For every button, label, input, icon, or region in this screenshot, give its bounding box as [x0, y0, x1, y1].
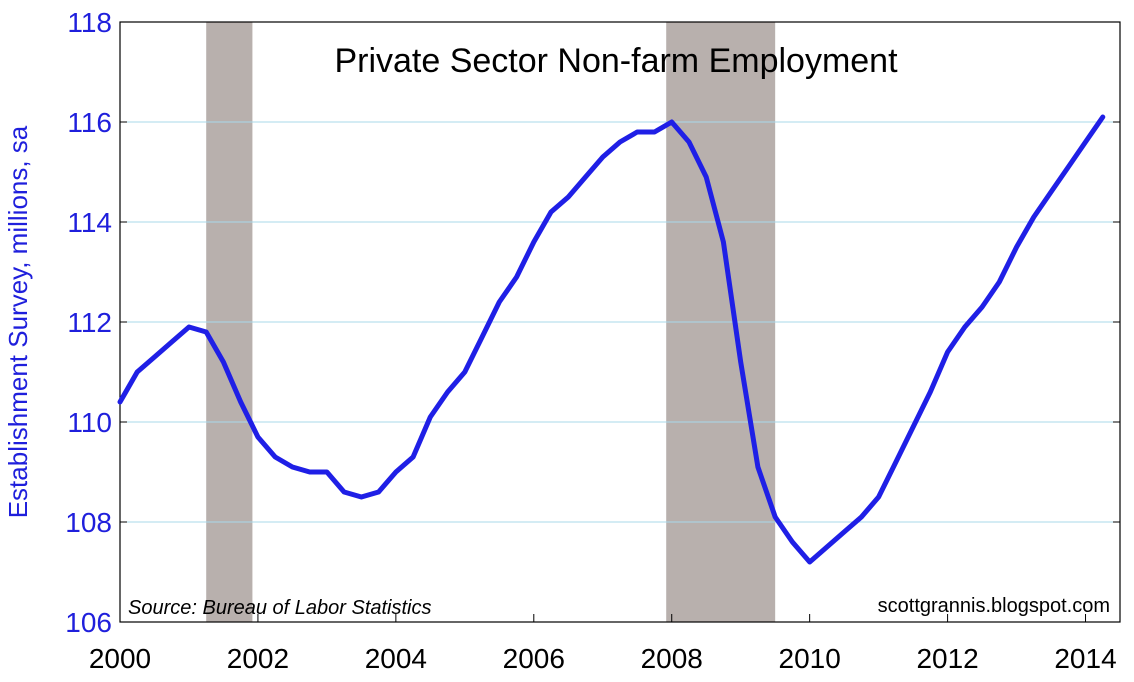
y-tick-label-110: 110 [67, 407, 112, 438]
x-tick-label-2008: 2008 [641, 643, 703, 674]
y-tick-label-112: 112 [67, 307, 112, 338]
source-note: Source: Bureau of Labor Statistics [128, 597, 432, 619]
x-tick-label-2014: 2014 [1054, 643, 1116, 674]
chart-title: Private Sector Non-farm Employment [334, 42, 898, 80]
credit-note: scottgrannis.blogspot.com [878, 595, 1110, 617]
x-tick-label-2006: 2006 [503, 643, 565, 674]
y-tick-label-118: 118 [67, 7, 112, 38]
y-tick-label-106: 106 [65, 607, 112, 638]
y-tick-label-114: 114 [67, 207, 112, 238]
y-tick-labels: 106 108 110 112 114 116 118 [65, 7, 112, 638]
x-tick-labels: 2000 2002 2004 2006 2008 2010 2012 2014 [89, 643, 1117, 674]
series-line-0 [117, 114, 1106, 565]
y-tick-label-108: 108 [65, 507, 112, 538]
y-tick-label-116: 116 [67, 107, 112, 138]
x-tick-label-2000: 2000 [89, 643, 151, 674]
x-tick-label-2002: 2002 [227, 643, 289, 674]
x-tick-label-2004: 2004 [365, 643, 427, 674]
series-layer [117, 114, 1106, 565]
tick-marks [119, 21, 1120, 623]
y-axis-label: Establishment Survey, millions, sa [3, 125, 33, 518]
x-tick-label-2012: 2012 [916, 643, 978, 674]
x-tick-label-2010: 2010 [779, 643, 841, 674]
gridlines [120, 121, 1120, 523]
